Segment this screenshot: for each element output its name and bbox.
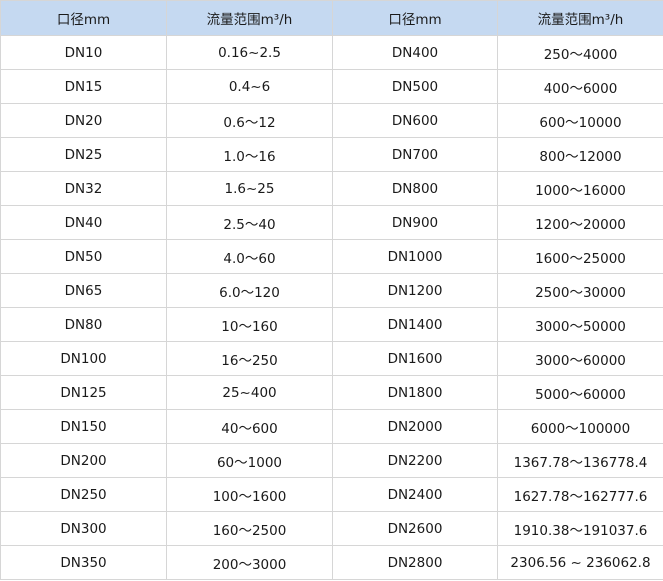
diameter-cell: DN1200 <box>332 273 498 308</box>
flow-range-cell: 1000～16000 <box>497 171 663 206</box>
diameter-cell: DN50 <box>0 239 167 274</box>
flow-range-cell: 60～1000 <box>166 443 333 478</box>
flow-range-cell: 1.0～16 <box>166 137 333 172</box>
diameter-cell: DN900 <box>332 205 498 240</box>
diameter-cell: DN600 <box>332 103 498 138</box>
diameter-cell: DN2800 <box>332 545 498 580</box>
diameter-cell: DN350 <box>0 545 167 580</box>
flow-range-cell: 3000～60000 <box>497 341 663 376</box>
diameter-cell: DN15 <box>0 69 167 104</box>
table-row: DN250 100～1600 DN2400 1627.78～162777.6 <box>0 477 663 512</box>
diameter-cell: DN1800 <box>332 375 498 410</box>
diameter-cell: DN1400 <box>332 307 498 342</box>
flow-range-cell: 4.0～60 <box>166 239 333 274</box>
table-row: DN350 200～3000 DN2800 2306.56 ~ 236062.8 <box>0 545 663 580</box>
diameter-cell: DN800 <box>332 171 498 206</box>
table-row: DN25 1.0～16 DN700 800～12000 <box>0 137 663 172</box>
header-diameter: 口径mm <box>332 0 498 36</box>
flow-range-cell: 160～2500 <box>166 511 333 546</box>
diameter-cell: DN100 <box>0 341 167 376</box>
table-row: DN125 25~400 DN1800 5000～60000 <box>0 375 663 410</box>
table-row: DN300 160～2500 DN2600 1910.38～191037.6 <box>0 511 663 546</box>
flow-range-cell: 25~400 <box>166 375 333 410</box>
table-row: DN150 40～600 DN2000 6000～100000 <box>0 409 663 444</box>
flow-range-cell: 2.5～40 <box>166 205 333 240</box>
diameter-cell: DN150 <box>0 409 167 444</box>
diameter-cell: DN500 <box>332 69 498 104</box>
diameter-cell: DN10 <box>0 35 167 70</box>
flow-range-cell: 40～600 <box>166 409 333 444</box>
flow-range-cell: 5000～60000 <box>497 375 663 410</box>
flow-range-cell: 200～3000 <box>166 545 333 580</box>
header-diameter: 口径mm <box>0 0 167 36</box>
table-row: DN10 0.16~2.5 DN400 250～4000 <box>0 35 663 70</box>
diameter-cell: DN250 <box>0 477 167 512</box>
diameter-cell: DN32 <box>0 171 167 206</box>
diameter-cell: DN40 <box>0 205 167 240</box>
flow-range-cell: 1200～20000 <box>497 205 663 240</box>
table-row: DN80 10～160 DN1400 3000～50000 <box>0 307 663 342</box>
flow-range-cell: 3000～50000 <box>497 307 663 342</box>
diameter-cell: DN2000 <box>332 409 498 444</box>
flow-range-cell: 0.4~6 <box>166 69 333 104</box>
table-row: DN200 60～1000 DN2200 1367.78～136778.4 <box>0 443 663 478</box>
flow-range-cell: 400～6000 <box>497 69 663 104</box>
diameter-cell: DN80 <box>0 307 167 342</box>
diameter-cell: DN2400 <box>332 477 498 512</box>
flow-range-cell: 1600～25000 <box>497 239 663 274</box>
flow-range-cell: 10～160 <box>166 307 333 342</box>
diameter-cell: DN65 <box>0 273 167 308</box>
diameter-cell: DN2200 <box>332 443 498 478</box>
diameter-cell: DN1000 <box>332 239 498 274</box>
table-row: DN50 4.0～60 DN1000 1600～25000 <box>0 239 663 274</box>
table-row: DN100 16～250 DN1600 3000～60000 <box>0 341 663 376</box>
diameter-cell: DN700 <box>332 137 498 172</box>
table-row: DN15 0.4~6 DN500 400～6000 <box>0 69 663 104</box>
header-flow-range: 流量范围m³/h <box>497 0 663 36</box>
table-row: DN40 2.5～40 DN900 1200～20000 <box>0 205 663 240</box>
flow-range-cell: 2306.56 ~ 236062.8 <box>497 545 663 580</box>
diameter-cell: DN1600 <box>332 341 498 376</box>
flow-range-cell: 6.0～120 <box>166 273 333 308</box>
flow-range-cell: 2500～30000 <box>497 273 663 308</box>
flow-range-cell: 0.6～12 <box>166 103 333 138</box>
flow-range-cell: 250～4000 <box>497 35 663 70</box>
diameter-cell: DN25 <box>0 137 167 172</box>
diameter-cell: DN20 <box>0 103 167 138</box>
diameter-cell: DN125 <box>0 375 167 410</box>
flow-range-cell: 100～1600 <box>166 477 333 512</box>
flow-range-cell: 1627.78～162777.6 <box>497 477 663 512</box>
flow-range-cell: 1367.78～136778.4 <box>497 443 663 478</box>
table-row: DN20 0.6～12 DN600 600～10000 <box>0 103 663 138</box>
flow-range-cell: 1.6~25 <box>166 171 333 206</box>
diameter-cell: DN400 <box>332 35 498 70</box>
flow-range-cell: 600～10000 <box>497 103 663 138</box>
diameter-cell: DN2600 <box>332 511 498 546</box>
header-flow-range: 流量范围m³/h <box>166 0 333 36</box>
diameter-cell: DN300 <box>0 511 167 546</box>
flow-range-cell: 800～12000 <box>497 137 663 172</box>
diameter-cell: DN200 <box>0 443 167 478</box>
flow-range-cell: 1910.38～191037.6 <box>497 511 663 546</box>
header-row: 口径mm 流量范围m³/h 口径mm 流量范围m³/h <box>0 0 663 36</box>
table-row: DN32 1.6~25 DN800 1000～16000 <box>0 171 663 206</box>
table-row: DN65 6.0～120 DN1200 2500～30000 <box>0 273 663 308</box>
flow-range-cell: 16～250 <box>166 341 333 376</box>
flow-range-cell: 6000～100000 <box>497 409 663 444</box>
flow-range-cell: 0.16~2.5 <box>166 35 333 70</box>
